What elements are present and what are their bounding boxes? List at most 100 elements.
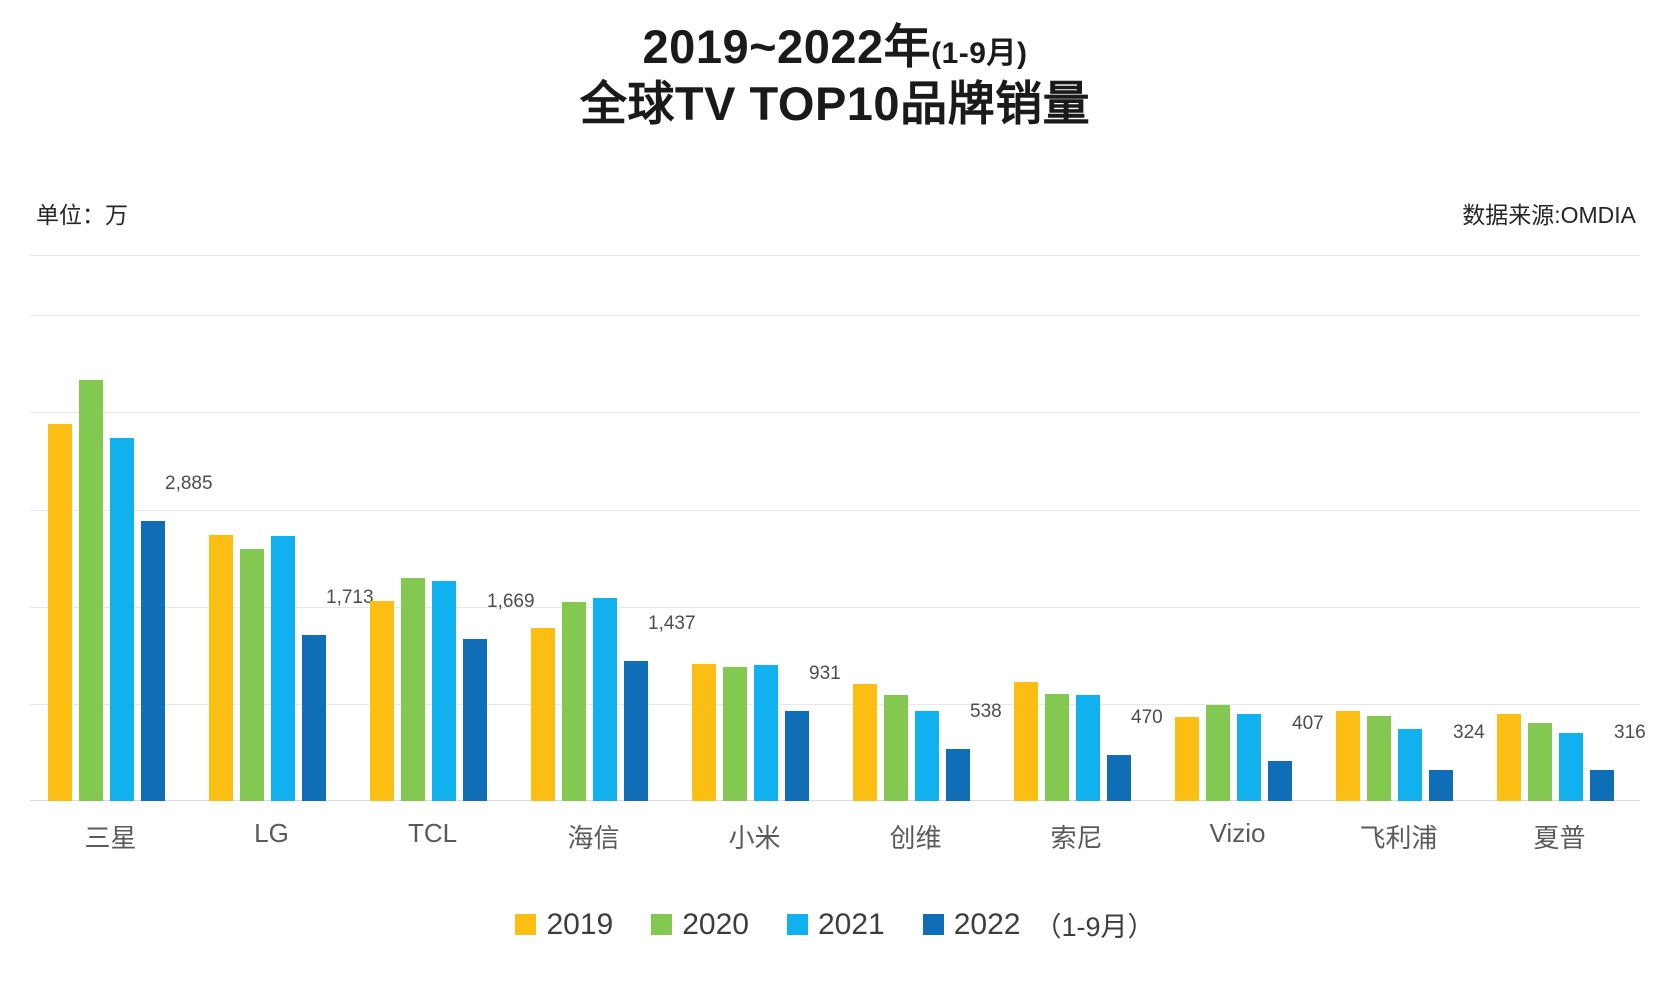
bar-三星-2021[interactable] bbox=[110, 437, 134, 801]
legend-swatch-icon bbox=[922, 914, 944, 935]
bar-海信-2020[interactable] bbox=[562, 601, 586, 801]
bar-group: 407 bbox=[1157, 255, 1324, 801]
bar-TCL-2019[interactable] bbox=[370, 600, 394, 801]
bar-海信-2021[interactable] bbox=[593, 597, 617, 801]
legend-item-2020[interactable]: 2020 bbox=[651, 908, 749, 942]
bar-海信-2019[interactable] bbox=[531, 628, 555, 801]
bar-索尼-2019[interactable] bbox=[1014, 681, 1038, 801]
bar-value-label: 1,669 bbox=[487, 590, 535, 612]
category-label-飞利浦: 飞利浦 bbox=[1359, 823, 1438, 853]
gridline bbox=[30, 606, 1640, 608]
gridline bbox=[30, 412, 1640, 414]
bar-group: 470 bbox=[996, 255, 1163, 801]
bar-LG-2019[interactable] bbox=[209, 534, 233, 801]
bar-夏普-2021[interactable] bbox=[1559, 733, 1583, 801]
bar-value-label: 1,437 bbox=[648, 613, 696, 635]
bar-创维-2021[interactable] bbox=[915, 710, 939, 801]
legend-label: 2022 bbox=[953, 907, 1021, 941]
legend-swatch-icon bbox=[651, 914, 673, 935]
title-period-text: (1-9月) bbox=[931, 37, 1028, 70]
bar-飞利浦-2019[interactable] bbox=[1336, 710, 1360, 801]
bar-value-label: 1,713 bbox=[326, 586, 374, 608]
bar-飞利浦-2022 (1-9月)[interactable] bbox=[1429, 769, 1453, 801]
axis-baseline bbox=[30, 800, 1640, 801]
bar-三星-2022 (1-9月)[interactable] bbox=[141, 520, 165, 801]
category-label-夏普: 夏普 bbox=[1533, 823, 1586, 853]
bar-value-label: 931 bbox=[809, 662, 841, 684]
bar-夏普-2022 (1-9月)[interactable] bbox=[1590, 770, 1614, 801]
bar-三星-2020[interactable] bbox=[79, 380, 103, 801]
bar-创维-2020[interactable] bbox=[884, 695, 908, 801]
bar-三星-2019[interactable] bbox=[48, 424, 72, 801]
gridline bbox=[30, 703, 1640, 705]
legend-label: 2021 bbox=[817, 907, 885, 941]
gridline bbox=[30, 255, 1640, 256]
category-label-LG: LG bbox=[254, 818, 289, 848]
plot-area bbox=[30, 255, 1640, 801]
category-label-三星: 三星 bbox=[84, 823, 137, 853]
bar-LG-2022 (1-9月)[interactable] bbox=[302, 634, 326, 801]
category-axis: 三星 LG TCL 海信 小米 创维 索尼 Vizio 飞利浦 夏普 bbox=[30, 806, 1640, 860]
bar-小米-2019[interactable] bbox=[692, 664, 716, 801]
bar-group: 316 bbox=[1479, 255, 1646, 801]
category-label-创维: 创维 bbox=[889, 823, 942, 853]
bar-创维-2019[interactable] bbox=[853, 684, 877, 801]
title-line-1: 2019~2022年(1-9月) bbox=[0, 22, 1670, 71]
bar-Vizio-2021[interactable] bbox=[1237, 713, 1261, 801]
bar-value-label: 316 bbox=[1614, 722, 1646, 744]
legend-label: 2019 bbox=[546, 907, 614, 941]
bar-小米-2021[interactable] bbox=[754, 665, 778, 801]
bar-创维-2022 (1-9月)[interactable] bbox=[946, 748, 970, 801]
data-source-label: 数据来源:OMDIA bbox=[1462, 202, 1636, 228]
bar-groups: 2,885 1,713 1,669 1,437 931 538 470 407 324 316 bbox=[30, 255, 1646, 801]
bar-Vizio-2022 (1-9月)[interactable] bbox=[1268, 761, 1292, 801]
bar-小米-2020[interactable] bbox=[723, 666, 747, 801]
legend-label-suffix: （1-9月） bbox=[1034, 912, 1155, 942]
unit-label: 单位：万 bbox=[36, 202, 128, 228]
legend-swatch-icon bbox=[786, 914, 808, 935]
bar-TCL-2020[interactable] bbox=[401, 577, 425, 801]
bar-索尼-2022 (1-9月)[interactable] bbox=[1107, 755, 1131, 801]
chart-legend: 2019 2020 2021 2022 （1-9月） bbox=[0, 905, 1670, 944]
bar-海信-2022 (1-9月)[interactable] bbox=[624, 661, 648, 801]
bar-group: 931 bbox=[674, 255, 841, 801]
legend-item-2019[interactable]: 2019 bbox=[515, 908, 613, 942]
legend-swatch-icon bbox=[515, 914, 537, 935]
bar-value-label: 538 bbox=[970, 700, 1002, 722]
bar-value-label: 407 bbox=[1292, 713, 1324, 735]
bar-索尼-2021[interactable] bbox=[1076, 695, 1100, 801]
bar-group: 1,437 bbox=[513, 255, 696, 801]
bar-group: 1,669 bbox=[352, 255, 535, 801]
bar-LG-2020[interactable] bbox=[240, 549, 264, 801]
bar-value-label: 2,885 bbox=[165, 472, 213, 494]
bar-飞利浦-2020[interactable] bbox=[1367, 715, 1391, 801]
bar-Vizio-2020[interactable] bbox=[1206, 704, 1230, 801]
bar-value-label: 324 bbox=[1453, 721, 1485, 743]
category-label-索尼: 索尼 bbox=[1050, 823, 1103, 853]
category-label-TCL: TCL bbox=[407, 818, 458, 848]
bar-group: 2,885 bbox=[30, 255, 213, 801]
bar-小米-2022 (1-9月)[interactable] bbox=[785, 710, 809, 801]
title-main-text: 2019~2022年 bbox=[642, 20, 932, 73]
gridline bbox=[30, 315, 1640, 317]
bar-value-label: 470 bbox=[1131, 707, 1163, 729]
legend-item-2022[interactable]: 2022 （1-9月） bbox=[922, 905, 1155, 944]
bar-Vizio-2019[interactable] bbox=[1175, 717, 1199, 801]
bar-group: 1,713 bbox=[191, 255, 374, 801]
category-label-小米: 小米 bbox=[728, 823, 781, 853]
gridline bbox=[30, 509, 1640, 511]
legend-label: 2020 bbox=[682, 907, 749, 941]
title-line-2: 全球TV TOP10品牌销量 bbox=[579, 77, 1091, 131]
bar-group: 538 bbox=[835, 255, 1002, 801]
bar-夏普-2019[interactable] bbox=[1497, 713, 1521, 801]
bar-索尼-2020[interactable] bbox=[1045, 694, 1069, 801]
bar-飞利浦-2021[interactable] bbox=[1398, 729, 1422, 801]
legend-item-2021[interactable]: 2021 bbox=[786, 907, 885, 942]
bar-LG-2021[interactable] bbox=[271, 535, 295, 801]
category-label-海信: 海信 bbox=[567, 823, 620, 853]
category-label-Vizio: Vizio bbox=[1209, 818, 1266, 848]
bar-夏普-2020[interactable] bbox=[1528, 723, 1552, 801]
bar-TCL-2022 (1-9月)[interactable] bbox=[463, 638, 487, 801]
bar-TCL-2021[interactable] bbox=[432, 581, 456, 801]
